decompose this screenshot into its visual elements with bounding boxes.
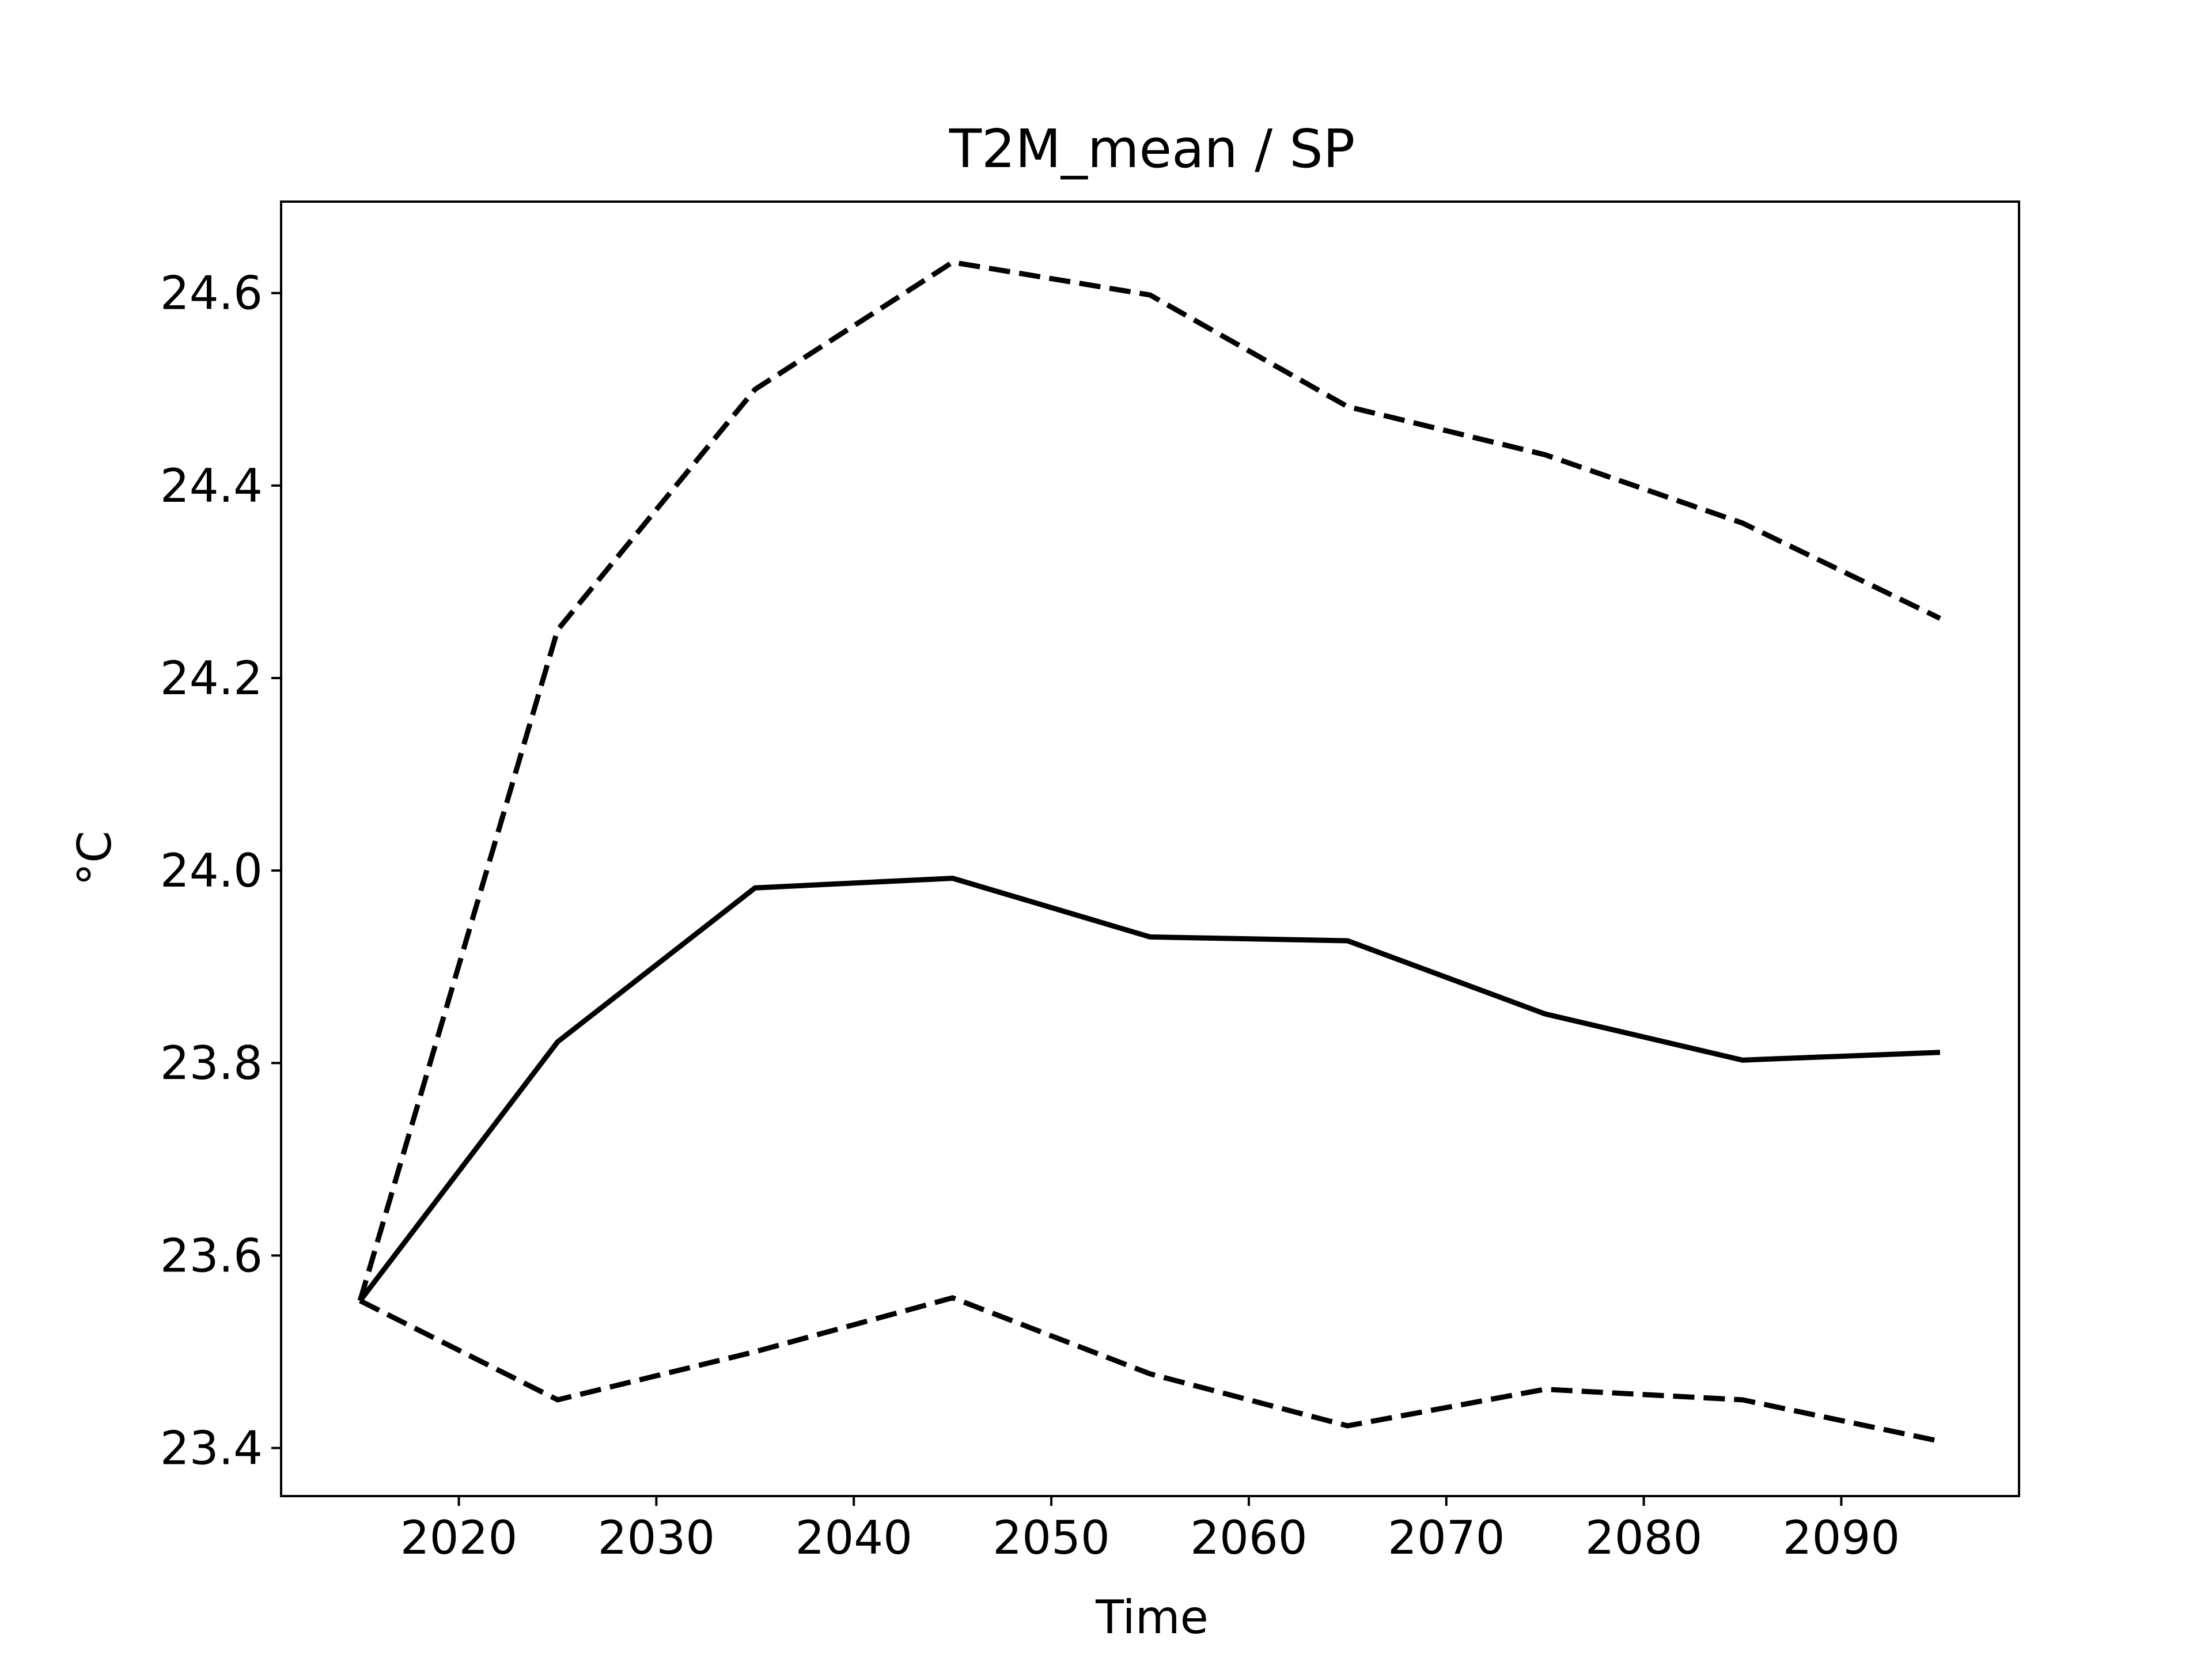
y-axis-label: °C (68, 831, 122, 886)
x-tick-label: 2050 (993, 1511, 1110, 1565)
x-tick-label: 2030 (598, 1511, 715, 1565)
x-tick-label: 2020 (400, 1511, 518, 1565)
x-tick-label: 2060 (1190, 1511, 1308, 1565)
chart-title: T2M_mean / SP (949, 118, 1355, 180)
y-tick-label: 24.2 (160, 652, 263, 705)
y-tick-label: 23.4 (160, 1421, 263, 1475)
series-line-2 (357, 259, 1941, 1302)
series-line-1 (358, 876, 1941, 1303)
x-tick-label: 2040 (795, 1511, 912, 1565)
y-tick-label: 24.0 (160, 844, 263, 898)
y-tick-label: 24.6 (160, 267, 263, 320)
y-tick-label: 24.4 (160, 459, 263, 513)
x-tick-label: 2070 (1388, 1511, 1505, 1565)
y-tick-label: 23.8 (160, 1036, 263, 1090)
x-tick-label: 2090 (1783, 1511, 1900, 1565)
series-line-3 (359, 1295, 1941, 1444)
plot-area: 2020 2030 2040 2050 2060 2070 2080 2090 23.4 23.6… (160, 200, 2020, 1565)
x-axis-label: Time (1095, 1591, 1209, 1644)
y-tick-label: 23.6 (160, 1229, 263, 1282)
x-tick-label: 2080 (1585, 1511, 1703, 1565)
axes-frame (280, 200, 2020, 1497)
